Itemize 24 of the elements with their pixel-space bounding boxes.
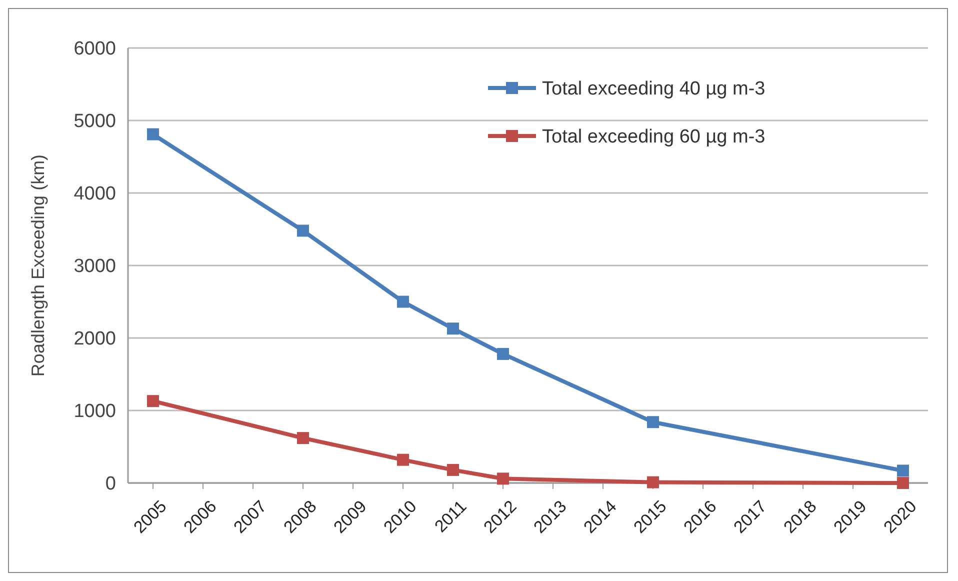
y-tick-label: 6000 — [74, 38, 116, 60]
point — [447, 322, 459, 335]
point — [497, 348, 509, 360]
y-tick-label: 4000 — [74, 184, 116, 205]
point — [297, 432, 309, 444]
y-tick-label: 0 — [105, 474, 116, 495]
y-axis-title: Roadlength Exceeding (km) — [28, 154, 48, 377]
point — [397, 296, 409, 308]
legend-label: Total exceeding 60 µg m-3 — [542, 126, 766, 148]
point — [397, 454, 409, 466]
point — [297, 224, 309, 237]
y-tick-label: 3000 — [74, 256, 116, 278]
point — [647, 416, 659, 428]
y-tick-label: 1000 — [74, 401, 116, 422]
point — [447, 464, 459, 476]
point — [897, 464, 909, 477]
point — [147, 395, 159, 408]
y-tick-label: 2000 — [74, 328, 116, 350]
point — [897, 477, 909, 489]
point — [497, 472, 509, 485]
point — [147, 128, 159, 140]
legend-label: Total exceeding 40 µg m-3 — [542, 78, 766, 100]
point — [647, 476, 659, 488]
y-tick-label: 5000 — [74, 111, 116, 132]
